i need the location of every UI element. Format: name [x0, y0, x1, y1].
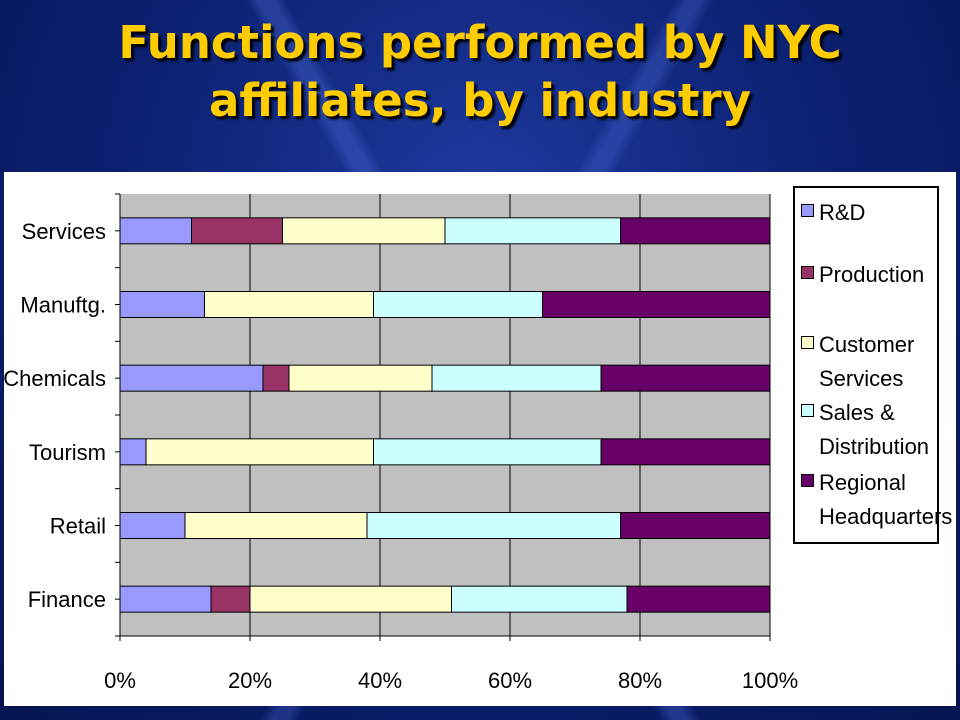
bar-segment — [119, 438, 147, 466]
legend-swatch — [801, 266, 814, 279]
legend-label-line: Headquarters — [819, 504, 953, 529]
bar-segment — [119, 364, 264, 392]
x-tick-label: 100% — [742, 668, 798, 693]
legend-label-line: Sales & — [819, 400, 895, 425]
legend-swatch — [801, 474, 814, 487]
title-line-2: affiliates, by industry — [208, 74, 752, 127]
bar-segment — [620, 512, 771, 539]
bar-segment — [451, 585, 628, 613]
slide-title: Functions performed by NYC affiliates, b… — [0, 14, 960, 130]
category-label: Finance — [28, 587, 106, 612]
x-tick-label: 60% — [488, 668, 532, 693]
bar-segment — [119, 512, 186, 539]
x-tick-label: 0% — [104, 668, 136, 693]
legend-label-line: Distribution — [819, 434, 930, 459]
bar-segment — [204, 291, 374, 318]
title-line-1: Functions performed by NYC — [118, 16, 842, 69]
bar-segment — [288, 364, 433, 392]
legend-label-line: Services — [819, 366, 904, 391]
bar-segment — [373, 438, 602, 466]
bars — [119, 217, 771, 613]
category-label: Services — [22, 219, 106, 244]
bar-segment — [119, 291, 205, 318]
bar-segment — [366, 512, 621, 539]
bar-segment — [600, 364, 771, 392]
bar-segment — [542, 291, 771, 318]
category-label: Manuftg. — [20, 293, 106, 318]
category-label: Tourism — [29, 440, 106, 465]
axes — [115, 193, 771, 641]
legend-label-line: R&D — [819, 200, 866, 225]
bar-segment — [184, 512, 368, 539]
legend-swatch — [801, 336, 814, 349]
bar-segment — [119, 585, 212, 613]
bar-segment — [249, 585, 452, 613]
bar-segment — [626, 585, 771, 613]
chart-panel: Services Manuftg. Chemicals Tourism Retail Fi… — [4, 172, 956, 706]
category-label: Retail — [50, 514, 106, 539]
bar-segment — [210, 585, 251, 613]
legend-label-line: Regional — [819, 470, 906, 495]
legend: R&D Production Customer Services Sales & Dist… — [793, 186, 952, 544]
bar-segment — [282, 217, 446, 245]
bar-segment — [119, 217, 192, 245]
x-tick-label: 80% — [618, 668, 662, 693]
bar-segment — [431, 364, 602, 392]
plot-area — [120, 194, 770, 636]
x-tick-label: 40% — [358, 668, 402, 693]
axis-labels: Services Manuftg. Chemicals Tourism Retail Fi… — [4, 219, 798, 693]
legend-label-line: Production — [819, 262, 925, 287]
x-tick-label: 20% — [228, 668, 272, 693]
legend-label: Production — [819, 258, 943, 292]
stacked-bar-chart: Services Manuftg. Chemicals Tourism Retail Fi… — [4, 193, 798, 693]
legend-label: Customer Services — [819, 328, 943, 396]
bar-segment — [145, 438, 374, 466]
bar-segment — [600, 438, 771, 466]
legend-label: R&D — [819, 196, 943, 230]
bar-segment — [191, 217, 283, 245]
legend-swatch — [801, 204, 814, 217]
legend-label-line: Customer — [819, 332, 915, 357]
bar-segment — [262, 364, 290, 392]
bar-segment — [444, 217, 621, 245]
bar-segment — [620, 217, 771, 245]
legend-label: Sales & Distribution — [819, 396, 943, 464]
category-label: Chemicals — [4, 366, 106, 391]
legend-swatch — [801, 404, 814, 417]
bar-segment — [373, 291, 543, 318]
legend-label: Regional Headquarters — [819, 466, 953, 534]
